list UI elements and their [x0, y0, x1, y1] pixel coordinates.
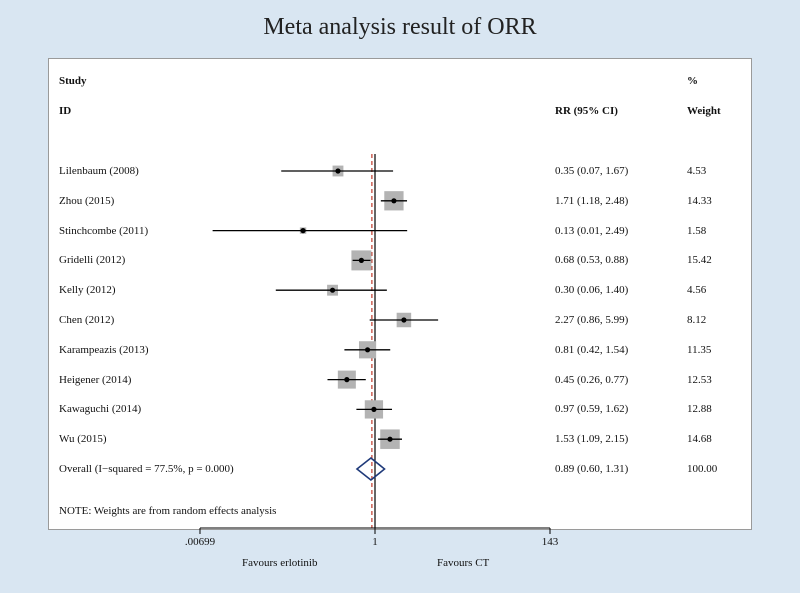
study-ci-value: 0.68 (0.53, 0.88) — [555, 254, 629, 267]
point-estimate — [401, 317, 407, 323]
study-weight-value: 12.53 — [687, 373, 712, 386]
point-estimate — [371, 406, 377, 412]
study-label: Heigener (2014) — [59, 373, 132, 386]
point-estimate — [358, 257, 365, 263]
study-ci-value: 0.30 (0.06, 1.40) — [555, 284, 629, 297]
study-ci-value: 0.35 (0.07, 1.67) — [555, 165, 629, 177]
x-tick-label: 143 — [541, 536, 559, 548]
study-ci-value: 1.53 (1.09, 2.15) — [555, 433, 629, 446]
overall-diamond — [355, 456, 386, 482]
study-weight-value: 14.33 — [687, 194, 712, 207]
overall-label: Overall (I−squared = 77.5%, p = 0.000) — [59, 463, 234, 475]
point-estimate — [329, 287, 336, 293]
study-weight-value: 4.56 — [687, 284, 707, 297]
study-ci-value: 0.97 (0.59, 1.62) — [555, 403, 629, 416]
study-label: Kelly (2012) — [59, 284, 116, 297]
study-label: Stinchcombe (2011) — [59, 224, 149, 237]
study-label: Gridelli (2012) — [59, 254, 126, 267]
study-ci-value: 0.45 (0.26, 0.77) — [555, 373, 629, 386]
point-estimate — [335, 168, 341, 174]
study-label: Karampeazis (2013) — [59, 343, 149, 356]
study-weight-value: 11.35 — [687, 343, 712, 356]
overall-ci-value: 0.89 (0.60, 1.31) — [555, 463, 629, 475]
x-tick-label: 1 — [372, 536, 378, 548]
point-estimate — [364, 347, 371, 353]
header-weight: Weight — [687, 105, 721, 117]
note-text: NOTE: Weights are from random effects an… — [59, 505, 277, 517]
study-weight-value: 1.58 — [687, 224, 707, 237]
header-study: Study — [59, 75, 87, 87]
study-label: Kawaguchi (2014) — [59, 403, 142, 416]
favours-left-label: Favours erlotinib — [242, 557, 318, 569]
header-id: ID — [59, 105, 72, 117]
plot-panel: Study ID RR (95% CI) % Weight Lilenbaum … — [48, 58, 752, 530]
study-label: Chen (2012) — [59, 314, 115, 326]
study-ci-value: 0.13 (0.01, 2.49) — [555, 224, 629, 237]
point-estimate — [300, 228, 306, 234]
study-weight-value: 8.12 — [687, 314, 707, 326]
study-weight-value: 12.88 — [687, 403, 712, 416]
chart-title: Meta analysis result of ORR — [263, 14, 537, 40]
study-ci-value: 2.27 (0.86, 5.99) — [555, 314, 629, 326]
study-weight-value: 15.42 — [687, 254, 712, 267]
x-tick-label: .00699 — [184, 536, 216, 548]
study-label: Wu (2015) — [59, 433, 107, 446]
point-estimate — [391, 198, 397, 204]
point-estimate — [387, 436, 393, 442]
header-effect: RR (95% CI) — [555, 105, 618, 117]
favours-right-label: Favours CT — [437, 557, 490, 569]
point-estimate — [344, 377, 350, 383]
study-weight-value: 14.68 — [687, 433, 712, 446]
study-ci-value: 0.81 (0.42, 1.54) — [555, 343, 629, 356]
study-ci-value: 1.71 (1.18, 2.48) — [555, 194, 629, 207]
study-label: Zhou (2015) — [59, 194, 115, 207]
header-weight-symbol: % — [687, 75, 698, 87]
overall-weight-value: 100.00 — [687, 463, 718, 475]
study-weight-value: 4.53 — [687, 165, 707, 177]
study-label: Lilenbaum (2008) — [59, 165, 139, 177]
